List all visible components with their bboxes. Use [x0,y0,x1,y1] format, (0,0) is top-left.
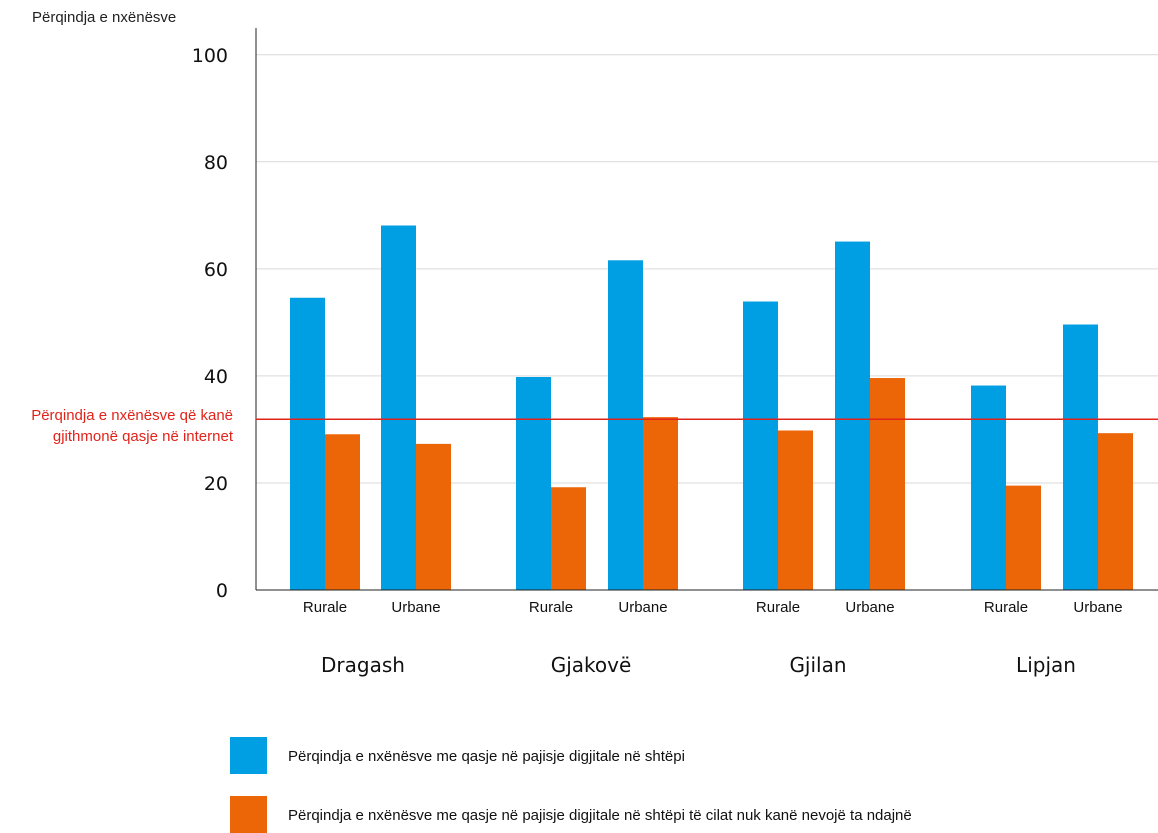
subcategory-label: Rurale [303,599,347,616]
bar-device-access-0 [290,297,325,590]
y-tick-label: 60 [204,259,228,281]
bar-device-access-2 [516,376,551,590]
y-tick-label: 20 [204,473,228,495]
bar-device-access-7 [1063,324,1098,590]
reference-line-label: Përqindja e nxënësve që kanë [31,407,233,424]
group-label: Gjilan [789,653,846,677]
y-tick-label: 80 [204,152,228,174]
bars [290,225,1133,590]
bar-device-access-4 [743,301,778,590]
bar-device-no-share-4 [778,430,813,590]
subcategory-label: Rurale [756,599,800,616]
legend-swatch [230,796,267,833]
bar-device-access-6 [971,385,1006,590]
subcategory-label: Rurale [984,599,1028,616]
subcategory-label: Urbane [845,599,894,616]
bar-device-no-share-2 [551,487,586,590]
x-labels: Rurale Urbane Rurale Urbane Rurale Urbane Rura… [303,599,1123,677]
reference-line: Përqindja e nxënësve që kanë gjithmonë qa… [31,407,1158,445]
bar-device-access-3 [608,260,643,590]
y-tick-label: 40 [204,366,228,388]
group-label: Lipjan [1016,653,1076,677]
bar-device-no-share-0 [325,434,360,590]
subcategory-label: Urbane [618,599,667,616]
bar-device-no-share-3 [643,417,678,590]
bar-device-no-share-7 [1098,433,1133,590]
reference-line-label: gjithmonë qasje në internet [53,428,234,445]
legend-label: Përqindja e nxënësve me qasje në pajisje… [288,807,912,824]
subcategory-label: Urbane [1073,599,1122,616]
y-axis-title: Përqindja e nxënësve [32,9,176,26]
bar-device-no-share-1 [416,443,451,590]
subcategory-label: Rurale [529,599,573,616]
bar-device-access-5 [835,241,870,590]
y-tick-label: 0 [216,580,228,602]
y-ticks: 0 20 40 60 80 100 [192,45,228,602]
legend-swatch [230,737,267,774]
y-tick-label: 100 [192,45,228,67]
bar-device-access-1 [381,225,416,590]
group-label: Gjakovë [551,653,632,677]
group-label: Dragash [321,653,405,677]
legend: Përqindja e nxënësve me qasje në pajisje… [230,737,912,833]
subcategory-label: Urbane [391,599,440,616]
legend-label: Përqindja e nxënësve me qasje në pajisje… [288,748,685,765]
bar-device-no-share-6 [1006,485,1041,590]
bar-device-no-share-5 [870,378,905,590]
